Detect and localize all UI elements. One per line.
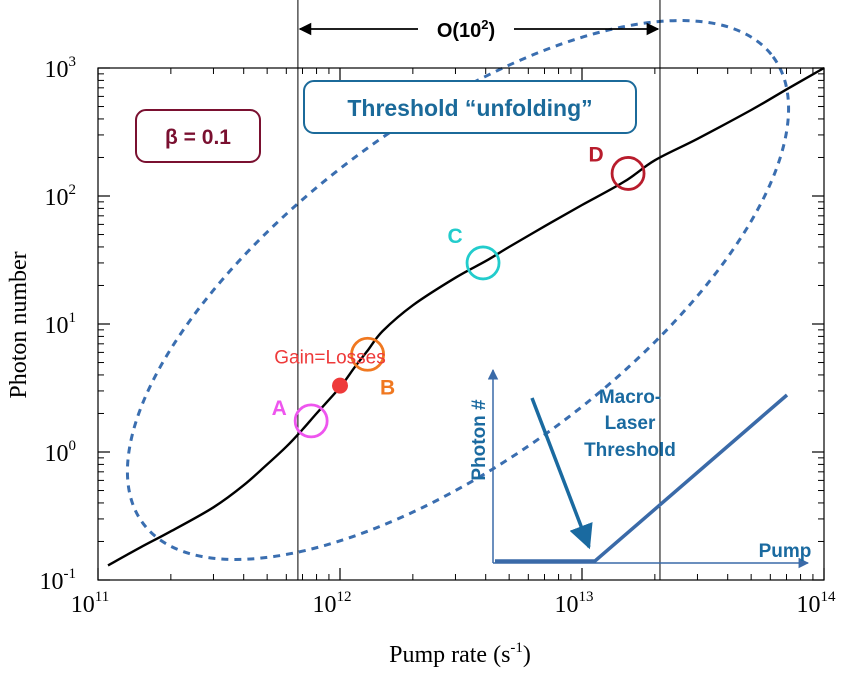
marker-a: [293, 403, 329, 439]
marker-label-gain-losses: Gain=Losses: [274, 348, 385, 369]
y-tick-label: 102: [45, 182, 77, 211]
marker-b: [350, 336, 385, 372]
y-tick-label-base: 10: [45, 313, 69, 339]
inset-threshold-curve: [495, 393, 789, 563]
x-tick-label-exp: 14: [821, 589, 837, 605]
x-tick-label-base: 10: [71, 592, 95, 618]
unfolding-label: Threshold “unfolding”: [347, 95, 592, 121]
x-axis-label: Pump rate (s-1): [389, 640, 531, 668]
y-tick-label-exp: 2: [69, 182, 77, 198]
macro-label-line-3: Threshold: [584, 440, 676, 461]
y-tick-label-base: 10: [40, 569, 64, 595]
x-tick-label-base: 10: [555, 592, 579, 618]
y-axis-label: Photon number: [6, 251, 32, 398]
x-tick-label: 1013: [555, 589, 594, 618]
span-label: O(102): [437, 17, 495, 42]
inset-x-label: Pump: [759, 541, 812, 562]
inset-group: [487, 368, 810, 569]
beta-box: [135, 109, 261, 163]
inset-pointer-arrow: [530, 397, 593, 550]
x-tick-label: 1014: [797, 589, 837, 618]
unfolding-ellipse: [125, 19, 791, 561]
marker-label-c: C: [447, 225, 462, 248]
x-axis-label-close: ): [523, 642, 531, 668]
y-tick-label: 100: [45, 438, 77, 467]
x-tick-label: 1011: [71, 589, 109, 618]
x-tick-label-exp: 11: [95, 589, 109, 605]
markers-group: A B C D Gain=Losses: [272, 143, 646, 439]
y-tick-label-exp: 0: [69, 438, 77, 454]
x-tick-label-exp: 12: [337, 589, 352, 605]
unfolding-box: [303, 80, 637, 134]
series-group: [107, 66, 825, 567]
series-line-1: [107, 66, 825, 567]
x-tick-label: 1012: [313, 589, 352, 618]
y-tick-label-base: 10: [45, 441, 69, 467]
y-tick-label-base: 10: [45, 185, 69, 211]
x-axis-label-sup: -1: [510, 640, 523, 656]
y-tick-label: 103: [45, 54, 77, 83]
marker-label-b: B: [380, 376, 395, 399]
marker-label-a: A: [272, 397, 287, 420]
y-tick-label-exp: -1: [64, 566, 77, 582]
y-tick-label-base: 10: [45, 57, 69, 83]
marker-gain-losses: [332, 377, 348, 394]
macro-label-line-2: Laser: [605, 413, 656, 434]
span-lines-group: [297, 0, 661, 580]
x-tick-label-exp: 13: [579, 589, 594, 605]
x-tick-label-base: 10: [313, 592, 337, 618]
y-tick-label: 101: [45, 310, 77, 339]
x-tick-label-base: 10: [797, 592, 821, 618]
span-label-close: ): [489, 20, 496, 42]
macro-label-line-1: Macro-: [599, 387, 661, 408]
marker-label-d: D: [588, 143, 603, 166]
span-label-sup: 2: [481, 17, 488, 32]
marker-c: [465, 245, 501, 281]
y-tick-label-exp: 3: [69, 54, 77, 70]
y-tick-label-exp: 1: [69, 310, 77, 326]
y-tick-label: 10-1: [40, 566, 77, 595]
unfolding-ellipse-group: [125, 19, 791, 561]
beta-label: β = 0.1: [165, 126, 231, 149]
inset-y-label: Photon #: [469, 399, 490, 481]
marker-d: [610, 156, 646, 191]
